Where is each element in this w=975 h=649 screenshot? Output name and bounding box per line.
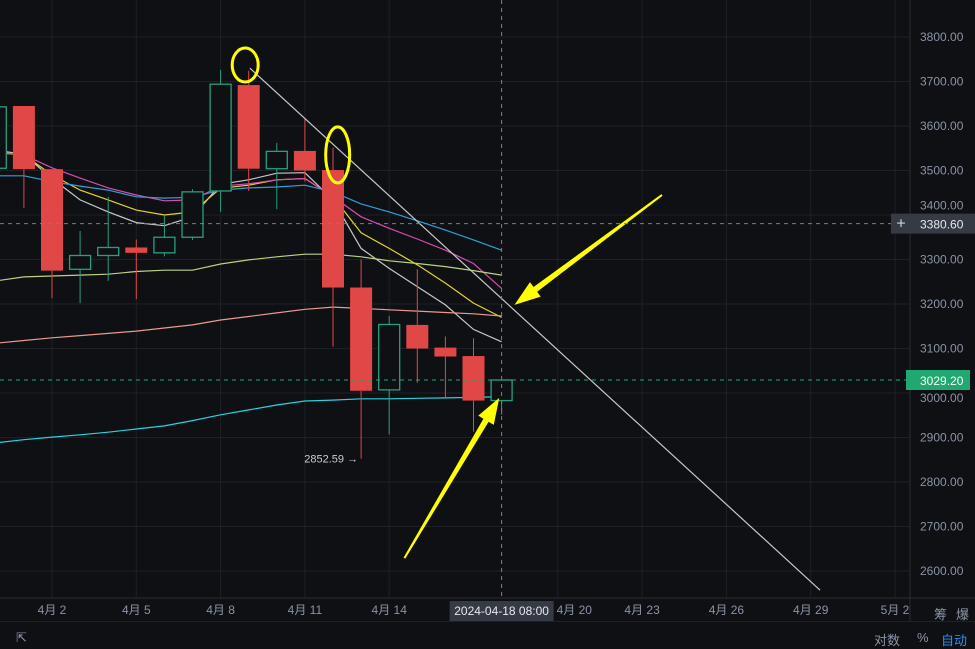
- crosshair-add-button[interactable]: [891, 213, 911, 234]
- plus-icon[interactable]: +: [896, 216, 905, 233]
- candle-down[interactable]: [322, 170, 344, 288]
- price-axis-label: 2800.00: [920, 475, 964, 489]
- candle-up[interactable]: [265, 150, 288, 170]
- price-axis-label: 3400.00: [920, 199, 964, 213]
- candle-down[interactable]: [434, 347, 457, 357]
- crosshair-price-box: [911, 213, 975, 234]
- price-axis-label: 3200.00: [920, 297, 964, 311]
- candle-up[interactable]: [209, 83, 232, 192]
- time-axis-label: 4月 26: [709, 603, 745, 617]
- last-price-label: 3029.20: [920, 374, 964, 388]
- crosshair-date-box: [449, 601, 554, 621]
- candle-up[interactable]: [97, 246, 120, 257]
- time-axis-label: 4月 5: [122, 603, 151, 617]
- low-price-label: 2852.59 →: [304, 454, 358, 466]
- bottom-toolbar: ⇱ 对数 % 自动: [0, 621, 975, 648]
- axis-corner-burst[interactable]: 爆: [956, 607, 970, 622]
- time-axis-label: 4月 20: [557, 603, 593, 617]
- price-axis-label: 2900.00: [920, 431, 964, 445]
- log-scale-toggle[interactable]: 对数: [874, 633, 901, 648]
- arrow-annotation[interactable]: [403, 397, 500, 559]
- price-axis-label: 3500.00: [920, 164, 964, 178]
- candle-up[interactable]: [68, 254, 92, 270]
- price-axis-label: 3300.00: [920, 253, 964, 267]
- candle-down[interactable]: [462, 356, 485, 401]
- candle-up[interactable]: [0, 106, 7, 169]
- auto-scale-toggle[interactable]: 自动: [941, 633, 968, 648]
- candle-down[interactable]: [237, 85, 260, 169]
- price-axis-label: 3600.00: [920, 119, 964, 133]
- candle-down[interactable]: [125, 247, 148, 253]
- time-axis-label: 4月 23: [624, 603, 660, 617]
- time-axis-label: 4月 11: [288, 603, 323, 617]
- highlight-circle[interactable]: [324, 125, 352, 185]
- axis-corner-chip[interactable]: 筹: [934, 607, 948, 622]
- time-axis-label: 5月 2: [881, 603, 910, 617]
- candle-up[interactable]: [490, 379, 513, 402]
- candlestick-chart[interactable]: 2852.59 → 3800.00 3700.00 3600.00 3500.00 340…: [0, 0, 975, 621]
- trendline[interactable]: [249, 67, 821, 591]
- time-axis-label: 4月 14: [372, 603, 408, 617]
- price-axis-label: 3800.00: [920, 30, 964, 44]
- price-axis-label: 3000.00: [920, 391, 964, 405]
- last-price-box: [906, 370, 970, 391]
- crosshair-price-label: 3380.60: [920, 218, 964, 232]
- moving-average-line: [0, 396, 502, 443]
- time-axis-label: 4月 8: [206, 603, 235, 617]
- candle-down[interactable]: [41, 169, 63, 271]
- highlight-circle[interactable]: [230, 46, 260, 84]
- candle-up[interactable]: [378, 323, 401, 391]
- candle-down[interactable]: [350, 287, 373, 391]
- time-axis-label: 4月 2: [38, 603, 67, 617]
- price-axis-label: 2600.00: [920, 564, 964, 578]
- price-axis-label: 2700.00: [920, 520, 964, 534]
- price-axis-label: 3700.00: [920, 75, 964, 89]
- candle-down[interactable]: [293, 150, 316, 171]
- arrow-annotation[interactable]: [514, 194, 663, 305]
- time-axis-label: 4月 29: [793, 603, 829, 617]
- resize-tool-icon[interactable]: ⇱: [16, 630, 27, 645]
- candle-up[interactable]: [153, 236, 176, 254]
- crosshair-date-label: 2024-04-18 08:00: [454, 604, 549, 618]
- candle-up[interactable]: [181, 191, 204, 238]
- candle-down[interactable]: [12, 105, 35, 170]
- percent-scale-toggle[interactable]: %: [917, 630, 929, 645]
- candle-down[interactable]: [406, 324, 429, 349]
- price-axis-label: 3100.00: [920, 342, 964, 356]
